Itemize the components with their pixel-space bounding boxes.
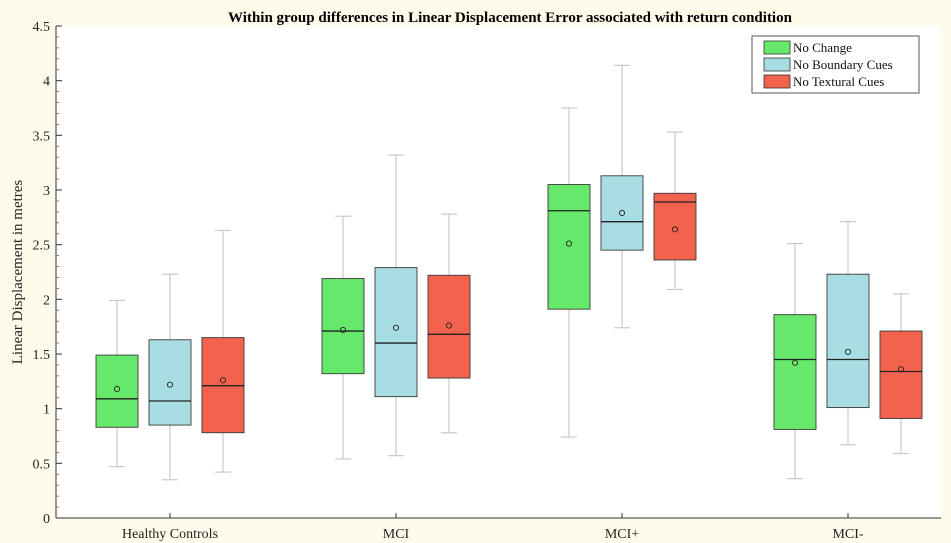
y-tick-label: 2.5 [33,239,51,254]
y-tick-label: 2 [43,293,50,308]
iqr-box [95,354,139,428]
mean-marker [897,366,905,373]
x-tick-label-mci: MCI- [832,527,863,542]
iqr-box [374,267,418,398]
iqr-box [826,273,870,409]
iqr-box [427,274,471,379]
mean-marker [618,209,626,217]
box-no-boundary-cues-mci [826,221,870,446]
box-no-change-mci [773,242,817,480]
y-axis-label: Linear Displacement in metres [10,180,26,365]
y-tick-label: 0.5 [33,457,51,472]
y-tick-label: 3 [43,184,50,199]
box-no-textural-cues-healthy-controls [201,229,245,473]
box-no-change-mci [321,215,365,460]
mean-marker [565,240,573,247]
chart-title: Within group differences in Linear Displ… [228,10,793,26]
mean-marker [671,226,679,233]
box-no-boundary-cues-healthy-controls [148,273,192,481]
legend: No Change No Boundary Cues No Textural C… [751,35,920,94]
box-no-boundary-cues-mci [374,154,418,457]
box-no-textural-cues-mci [427,213,471,434]
legend-swatch-no-boundary-cues [763,57,791,72]
box-no-boundary-cues-mci [600,64,644,329]
axes: 0 0.5 1 1.5 2 2.5 3 3.5 4 4.5 Healthy Controls MCI M… [33,20,941,542]
y-tick-label: 3.5 [33,129,51,144]
x-tick-label-mci: MCI [383,527,410,542]
mean-marker [113,385,121,393]
mean-marker [339,326,347,333]
box-no-textural-cues-mci [653,131,697,291]
plot-area [56,26,941,518]
mean-marker [392,324,400,331]
iqr-box [547,184,591,310]
iqr-box [600,175,644,251]
box-no-textural-cues-mci [879,293,923,455]
x-tick-label-mci: MCI+ [605,527,639,542]
y-tick-label: 4 [43,75,50,90]
iqr-box [773,314,817,430]
iqr-box [879,330,923,419]
x-tick-label-healthy-controls: Healthy Controls [122,527,218,542]
box-no-change-mci [547,107,591,438]
legend-swatch-no-textural-cues [763,74,791,89]
legend-swatch-no-change [763,40,791,55]
mean-marker [166,381,174,388]
box-no-change-healthy-controls [95,299,139,468]
legend-label-no-textural-cues: No Textural Cues [793,74,884,89]
mean-marker [445,322,453,329]
y-tick-label: 0 [43,512,50,527]
mean-marker [219,377,227,384]
iqr-box [321,278,365,375]
y-tick-label: 1 [43,403,50,418]
y-tick-label: 4.5 [33,20,51,35]
mean-marker [844,348,852,355]
legend-label-no-change: No Change [793,40,852,55]
box-series [95,64,923,481]
legend-label-no-boundary-cues: No Boundary Cues [793,57,893,72]
mean-marker [791,359,799,366]
y-tick-label: 1.5 [33,348,51,363]
